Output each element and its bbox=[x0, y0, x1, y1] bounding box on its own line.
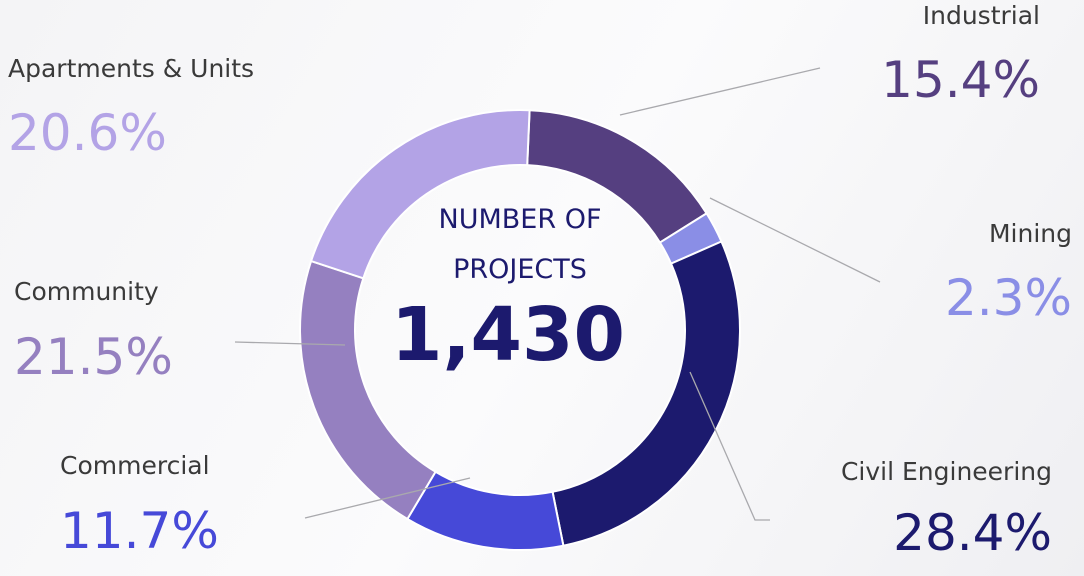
leader-line bbox=[619, 67, 821, 116]
leader-line bbox=[689, 371, 770, 521]
value-label: 15.4% bbox=[881, 51, 1040, 109]
value-label: 28.4% bbox=[893, 504, 1052, 562]
value-label: 20.6% bbox=[8, 104, 167, 162]
category-label: Community bbox=[14, 277, 159, 306]
value-label: 2.3% bbox=[945, 269, 1072, 327]
leader-line bbox=[304, 477, 471, 519]
value-label: 11.7% bbox=[60, 502, 219, 560]
center-value: 1,430 bbox=[391, 292, 625, 378]
donut bbox=[299, 109, 741, 551]
category-label: Commercial bbox=[60, 451, 210, 480]
donut-slice bbox=[406, 470, 565, 551]
category-label: Industrial bbox=[923, 1, 1040, 30]
donut-slice bbox=[309, 109, 531, 280]
donut-slice bbox=[551, 240, 741, 547]
leader-line bbox=[234, 341, 346, 346]
category-label: Civil Engineering bbox=[841, 457, 1052, 486]
leader-line bbox=[709, 197, 881, 283]
center-title: NUMBER OF PROJECTS bbox=[439, 204, 602, 285]
category-label: Mining bbox=[989, 219, 1072, 248]
category-label: Apartments & Units bbox=[8, 54, 254, 83]
value-label: 21.5% bbox=[14, 328, 173, 386]
